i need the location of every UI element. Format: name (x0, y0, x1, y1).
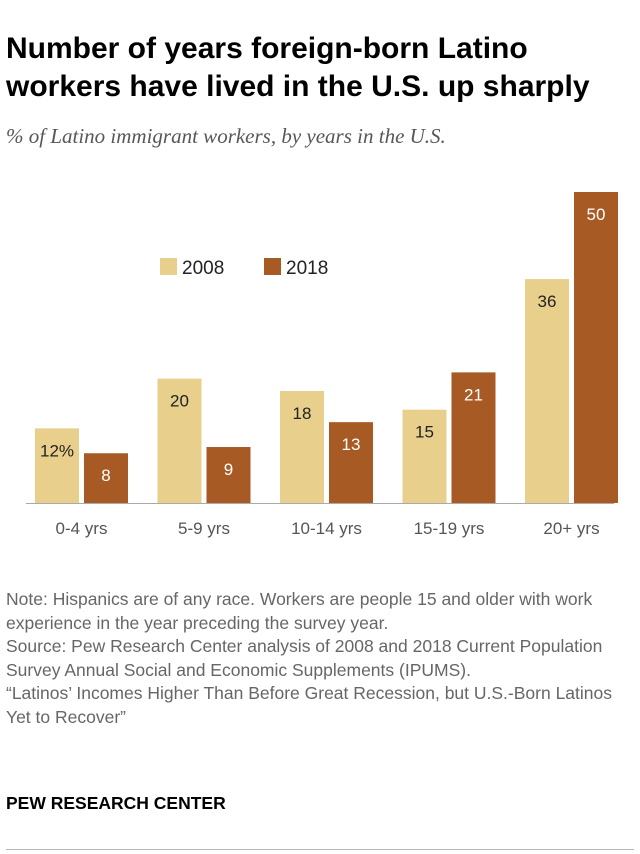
bar-2018 (206, 447, 251, 503)
bar-2008 (35, 428, 79, 503)
data-label: 13 (342, 435, 361, 454)
data-label: 20 (170, 392, 189, 411)
bar-2018 (574, 192, 618, 503)
bar-group: 18 13 10-14 yrs (280, 391, 373, 538)
data-label: 50 (587, 205, 606, 224)
bar-2018 (451, 372, 496, 503)
bar-group: 12% 8 0-4 yrs (35, 428, 128, 538)
bar-2018 (84, 453, 128, 503)
legend-swatch-2008 (160, 258, 177, 275)
source-text: Source: Pew Research Center analysis of … (6, 636, 603, 680)
bar-2018 (329, 422, 373, 503)
x-tick-label: 10-14 yrs (291, 519, 362, 538)
legend-swatch-2018 (264, 258, 281, 275)
bar-group: 15 21 15-19 yrs (402, 372, 496, 538)
data-label: 18 (293, 404, 312, 423)
x-tick-label: 0-4 yrs (56, 519, 108, 538)
bar-2008 (157, 378, 202, 503)
x-tick-label: 5-9 yrs (178, 519, 230, 538)
data-label: 8 (101, 466, 110, 485)
bar-group: 20 9 5-9 yrs (157, 378, 251, 538)
bottom-rule (6, 849, 634, 850)
data-label: 12% (40, 441, 74, 460)
legend: 2008 2018 (160, 258, 328, 279)
x-tick-label: 15-19 yrs (414, 519, 485, 538)
x-tick-label: 20+ yrs (543, 519, 599, 538)
footnotes: Note: Hispanics are of any race. Workers… (6, 588, 634, 729)
data-label: 36 (538, 292, 557, 311)
data-label: 21 (464, 385, 483, 404)
chart-subtitle: % of Latino immigrant workers, by years … (6, 124, 446, 148)
legend-label-2008: 2008 (182, 258, 224, 279)
data-label: 15 (415, 423, 434, 442)
data-label: 9 (224, 460, 233, 479)
bar-2008 (280, 391, 324, 503)
legend-label-2018: 2018 (286, 258, 328, 279)
report-title: “Latinos’ Incomes Higher Than Before Gre… (6, 683, 612, 727)
bar-group: 36 50 20+ yrs (525, 192, 618, 538)
bar-2008 (402, 409, 447, 503)
brand-logo-text: PEW RESEARCH CENTER (6, 793, 226, 813)
bar-2008 (525, 279, 569, 503)
note-text: Note: Hispanics are of any race. Workers… (6, 589, 593, 633)
chart-title: Number of years foreign-born Latino work… (6, 32, 590, 103)
